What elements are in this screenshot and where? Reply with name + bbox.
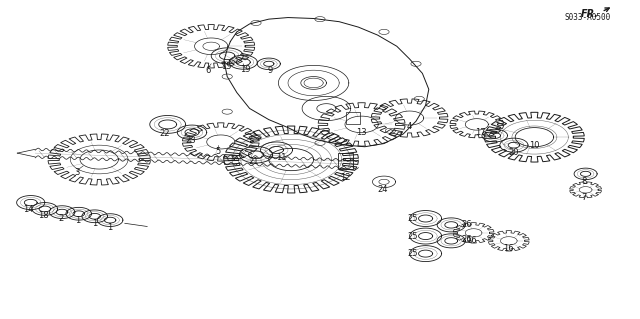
Text: 5: 5 (215, 147, 220, 156)
Text: 12: 12 (340, 173, 351, 182)
Text: 15: 15 (221, 63, 231, 71)
Text: 7: 7 (581, 193, 586, 202)
Text: 4: 4 (407, 122, 412, 130)
Text: 9: 9 (268, 66, 273, 75)
Text: 16: 16 (467, 236, 477, 245)
Text: 21: 21 (248, 157, 259, 166)
Text: 8: 8 (582, 177, 587, 186)
Text: 13: 13 (356, 128, 366, 137)
Text: 17: 17 (475, 128, 485, 137)
Text: 24: 24 (378, 185, 388, 194)
Text: 6: 6 (205, 66, 211, 75)
Text: 1: 1 (108, 223, 113, 232)
Text: 1: 1 (92, 219, 97, 228)
Text: 26: 26 (462, 220, 472, 229)
Bar (346, 112, 360, 124)
Text: 11: 11 (276, 153, 287, 162)
Text: 19: 19 (240, 65, 250, 74)
Text: 25: 25 (407, 232, 417, 241)
Text: 25: 25 (407, 249, 417, 258)
Text: FR.: FR. (581, 9, 599, 19)
Text: 3: 3 (74, 168, 79, 177)
Text: 26: 26 (462, 235, 472, 244)
Text: 14: 14 (24, 205, 34, 214)
Text: S033-A0500: S033-A0500 (565, 13, 611, 22)
Text: 2: 2 (58, 214, 63, 223)
Text: 16: 16 (504, 244, 514, 253)
Text: 25: 25 (407, 214, 417, 223)
Text: 22: 22 (159, 130, 170, 138)
Bar (338, 153, 353, 169)
Text: 20: 20 (508, 148, 518, 157)
Text: 18: 18 (38, 211, 49, 220)
Text: 1: 1 (76, 216, 81, 225)
Text: 10: 10 (529, 141, 540, 150)
Text: 23: 23 (186, 136, 196, 145)
